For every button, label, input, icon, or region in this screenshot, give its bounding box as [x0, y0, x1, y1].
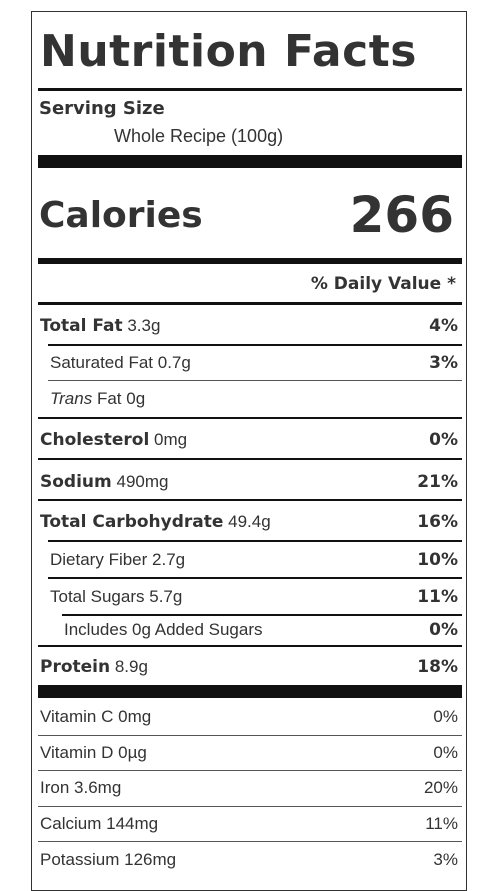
nutrient-amount: 490mg	[116, 472, 169, 491]
nutrient-name: Includes 0g Added Sugars	[64, 620, 263, 639]
vitamin-dv: 0%	[433, 743, 458, 762]
nutrient-cholesterol: Cholesterol 0mg	[40, 430, 187, 450]
divider	[38, 88, 462, 91]
nutrient-dv: 4%	[429, 316, 458, 336]
nutrient-name: Saturated Fat	[50, 353, 154, 372]
nutrient-name: Protein	[40, 657, 111, 677]
vitamin-name: Vitamin C	[40, 707, 114, 726]
divider	[48, 577, 462, 579]
divider	[38, 302, 462, 305]
nutrient-amount: 3.3g	[127, 316, 161, 335]
divider	[48, 344, 462, 346]
nutrient-dv: 21%	[417, 472, 458, 492]
vitamin-name: Potassium	[40, 850, 120, 869]
calories-label: Calories	[39, 195, 203, 236]
calories-value: 266	[349, 186, 454, 244]
divider	[62, 614, 462, 616]
nutrient-trans-fat: Trans Fat 0g	[50, 389, 145, 409]
nutrient-amount: 0mg	[154, 430, 188, 449]
nutrient-name-italic: Trans	[50, 389, 93, 408]
nutrient-total-sugars: Total Sugars 5.7g	[50, 587, 182, 607]
nutrient-dv: 10%	[417, 550, 458, 570]
divider	[38, 458, 462, 460]
nutrient-dv: 18%	[417, 657, 458, 677]
thick-divider	[38, 155, 462, 168]
nutrient-amount: 0g	[126, 389, 146, 408]
divider	[48, 540, 462, 542]
nutrient-sodium: Sodium 490mg	[40, 472, 168, 492]
nutrient-name: Dietary Fiber	[50, 550, 148, 569]
iron: Iron 3.6mg	[40, 778, 121, 798]
calcium: Calcium 144mg	[40, 814, 158, 834]
divider	[38, 735, 462, 736]
thick-divider	[38, 685, 462, 698]
vitamin-dv: 3%	[433, 850, 458, 869]
nutrient-name: Fat	[96, 389, 122, 408]
nutrient-dv: 3%	[429, 353, 458, 373]
vitamin-dv: 0%	[433, 707, 458, 726]
nutrient-amount: 8.9g	[114, 657, 148, 676]
vitamin-d: Vitamin D 0µg	[40, 743, 147, 763]
vitamin-amount: 0mg	[118, 707, 152, 726]
vitamin-dv: 20%	[423, 778, 458, 797]
vitamin-amount: 0µg	[118, 743, 147, 762]
nutrient-name: Total Fat	[40, 316, 123, 336]
vitamin-name: Calcium	[40, 814, 102, 833]
nutrient-name: Total Carbohydrate	[40, 512, 224, 532]
divider	[38, 770, 462, 771]
nutrient-total-carbohydrate: Total Carbohydrate 49.4g	[40, 512, 271, 532]
nutrient-added-sugars: Includes 0g Added Sugars	[64, 620, 262, 640]
vitamin-amount: 126mg	[124, 850, 177, 869]
nutrient-dv: 11%	[417, 587, 458, 607]
vitamin-amount: 144mg	[106, 814, 159, 833]
nutrient-protein: Protein 8.9g	[40, 657, 148, 677]
divider	[38, 806, 462, 807]
vitamin-name: Iron	[40, 778, 70, 797]
nutrient-amount: 5.7g	[149, 587, 183, 606]
nutrient-saturated-fat: Saturated Fat 0.7g	[50, 353, 191, 373]
nutrient-name: Total Sugars	[50, 587, 145, 606]
nutrient-name: Cholesterol	[40, 430, 150, 450]
daily-value-heading: % Daily Value *	[310, 274, 456, 294]
vitamin-c: Vitamin C 0mg	[40, 707, 151, 727]
medium-divider	[38, 258, 462, 264]
nutrient-dietary-fiber: Dietary Fiber 2.7g	[50, 550, 185, 570]
divider	[38, 841, 462, 842]
nutrient-amount: 49.4g	[228, 512, 271, 531]
nutrient-dv: 0%	[429, 430, 458, 450]
vitamin-dv: 11%	[425, 814, 458, 833]
nutrient-amount: 0.7g	[157, 353, 191, 372]
serving-size-value: Whole Recipe (100g)	[114, 126, 284, 146]
nutrient-dv: 16%	[417, 512, 458, 532]
nutrient-dv: 0%	[429, 620, 458, 640]
divider	[38, 417, 462, 419]
divider	[48, 380, 462, 381]
vitamin-amount: 3.6mg	[74, 778, 122, 797]
nutrient-total-fat: Total Fat 3.3g	[40, 316, 160, 336]
serving-size-heading: Serving Size	[39, 98, 165, 119]
potassium: Potassium 126mg	[40, 850, 176, 870]
nutrition-label: Nutrition Facts Serving Size Whole Recip…	[31, 11, 467, 891]
nutrient-name: Sodium	[40, 472, 112, 492]
nutrient-amount: 2.7g	[152, 550, 186, 569]
divider	[38, 645, 462, 647]
divider	[38, 499, 462, 501]
label-title: Nutrition Facts	[40, 26, 417, 77]
vitamin-name: Vitamin D	[40, 743, 114, 762]
